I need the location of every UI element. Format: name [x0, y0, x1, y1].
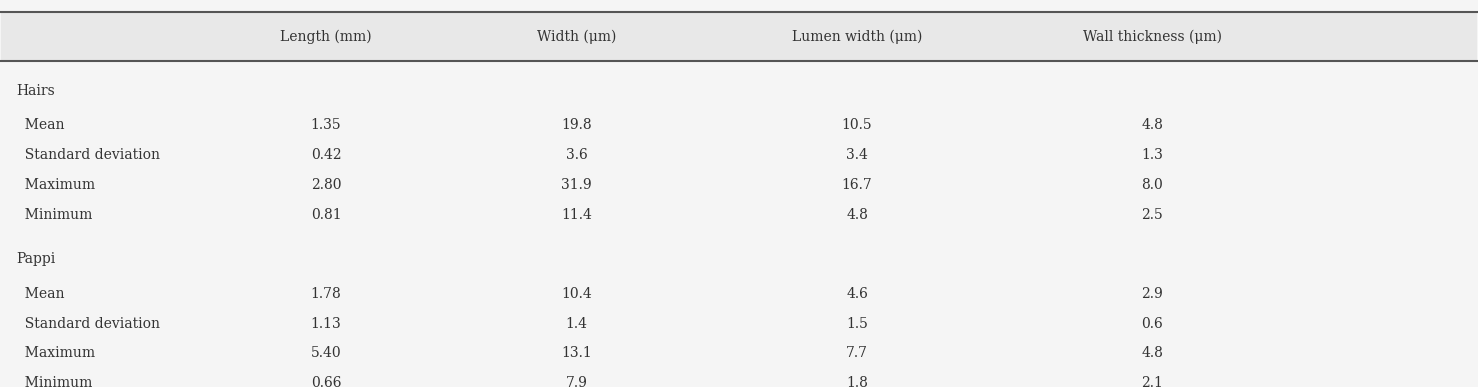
Text: 1.4: 1.4 — [566, 317, 588, 330]
Text: Lumen width (μm): Lumen width (μm) — [792, 29, 922, 44]
Text: 3.4: 3.4 — [845, 148, 868, 162]
Text: 19.8: 19.8 — [562, 118, 593, 132]
Text: Maximum: Maximum — [16, 346, 95, 360]
Text: 1.13: 1.13 — [310, 317, 341, 330]
Text: 11.4: 11.4 — [562, 208, 593, 222]
Text: 5.40: 5.40 — [310, 346, 341, 360]
Text: 10.4: 10.4 — [562, 287, 593, 301]
Text: 31.9: 31.9 — [562, 178, 593, 192]
Text: Standard deviation: Standard deviation — [16, 317, 160, 330]
Text: Maximum: Maximum — [16, 178, 95, 192]
Text: Length (mm): Length (mm) — [281, 29, 372, 44]
Text: Standard deviation: Standard deviation — [16, 148, 160, 162]
Text: 2.9: 2.9 — [1141, 287, 1163, 301]
Text: 7.9: 7.9 — [566, 376, 588, 387]
Text: 10.5: 10.5 — [841, 118, 872, 132]
Text: Pappi: Pappi — [16, 252, 55, 267]
Text: Width (μm): Width (μm) — [537, 29, 616, 44]
Text: 0.6: 0.6 — [1141, 317, 1163, 330]
Text: 0.42: 0.42 — [310, 148, 341, 162]
Text: 8.0: 8.0 — [1141, 178, 1163, 192]
Text: 13.1: 13.1 — [562, 346, 593, 360]
Text: Wall thickness (μm): Wall thickness (μm) — [1082, 29, 1221, 44]
Text: 4.8: 4.8 — [1141, 346, 1163, 360]
Text: 0.66: 0.66 — [310, 376, 341, 387]
Text: 4.6: 4.6 — [845, 287, 868, 301]
Text: 2.1: 2.1 — [1141, 376, 1163, 387]
Text: 2.5: 2.5 — [1141, 208, 1163, 222]
FancyBboxPatch shape — [1, 12, 1477, 61]
Text: 16.7: 16.7 — [841, 178, 872, 192]
Text: 1.5: 1.5 — [845, 317, 868, 330]
Text: Hairs: Hairs — [16, 84, 55, 98]
Text: 7.7: 7.7 — [845, 346, 868, 360]
Text: 1.35: 1.35 — [310, 118, 341, 132]
Text: 1.78: 1.78 — [310, 287, 341, 301]
Text: Mean: Mean — [16, 287, 65, 301]
Text: Minimum: Minimum — [16, 376, 93, 387]
Text: 2.80: 2.80 — [310, 178, 341, 192]
Text: 1.8: 1.8 — [845, 376, 868, 387]
Text: 4.8: 4.8 — [1141, 118, 1163, 132]
Text: 1.3: 1.3 — [1141, 148, 1163, 162]
Text: Mean: Mean — [16, 118, 65, 132]
Text: 3.6: 3.6 — [566, 148, 588, 162]
Text: 0.81: 0.81 — [310, 208, 341, 222]
Text: Minimum: Minimum — [16, 208, 93, 222]
Text: 4.8: 4.8 — [845, 208, 868, 222]
